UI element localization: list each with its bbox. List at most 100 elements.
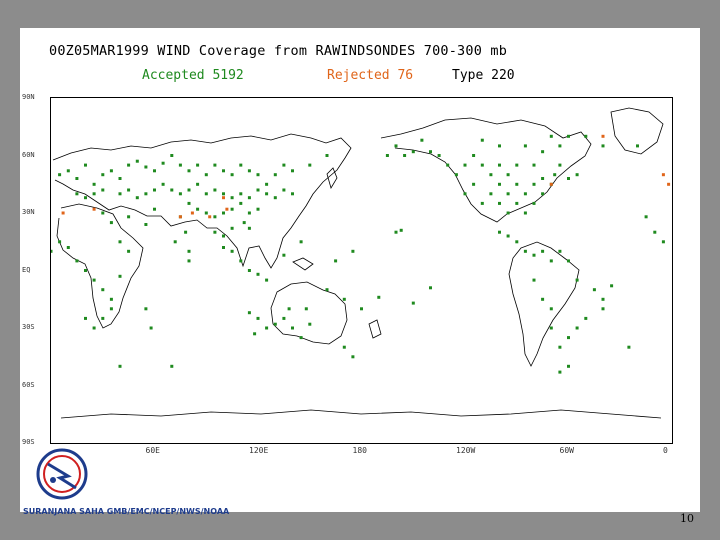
- accepted-station-marker: [127, 249, 131, 253]
- accepted-station-marker: [256, 188, 260, 192]
- accepted-station-marker: [541, 249, 545, 253]
- rejected-station-marker: [601, 134, 605, 138]
- accepted-station-marker: [592, 288, 596, 292]
- accepted-station-marker: [230, 226, 234, 230]
- accepted-station-marker: [222, 211, 225, 215]
- accepted-station-marker: [532, 163, 536, 167]
- accepted-station-marker: [101, 211, 105, 215]
- accepted-station-marker: [84, 316, 87, 320]
- accepted-station-marker: [549, 307, 553, 311]
- accepted-station-marker: [118, 177, 122, 180]
- accepted-station-marker: [92, 192, 96, 196]
- accepted-count: Accepted 5192: [142, 68, 244, 83]
- accepted-station-marker: [498, 182, 501, 186]
- accepted-station-marker: [101, 288, 105, 292]
- accepted-station-marker: [170, 154, 174, 157]
- accepted-station-marker: [196, 163, 200, 167]
- accepted-station-marker: [437, 154, 441, 157]
- accepted-station-marker: [109, 221, 113, 225]
- accepted-station-marker: [66, 169, 70, 173]
- accepted-station-marker: [127, 215, 131, 219]
- accepted-station-marker: [75, 192, 79, 196]
- accepted-station-marker: [239, 163, 243, 167]
- accepted-station-marker: [394, 144, 398, 148]
- accepted-station-marker: [273, 322, 277, 326]
- accepted-station-marker: [265, 182, 269, 186]
- accepted-station-marker: [213, 215, 217, 219]
- accepted-station-marker: [170, 364, 174, 368]
- accepted-station-marker: [601, 307, 605, 311]
- accepted-station-marker: [230, 196, 234, 200]
- accepted-station-marker: [204, 192, 208, 196]
- accepted-station-marker: [153, 169, 156, 173]
- rejected-station-marker: [549, 182, 553, 186]
- accepted-station-marker: [523, 249, 527, 253]
- accepted-station-marker: [523, 144, 527, 148]
- accepted-station-marker: [173, 240, 177, 244]
- accepted-station-marker: [58, 240, 62, 244]
- accepted-station-marker: [66, 246, 70, 249]
- accepted-station-marker: [187, 169, 191, 173]
- accepted-station-marker: [213, 230, 217, 234]
- accepted-station-marker: [127, 163, 131, 167]
- accepted-station-marker: [92, 326, 96, 330]
- accepted-station-marker: [247, 226, 251, 230]
- accepted-station-marker: [308, 322, 312, 326]
- accepted-station-marker: [291, 169, 294, 173]
- accepted-station-marker: [480, 138, 484, 142]
- accepted-station-marker: [149, 326, 153, 330]
- accepted-station-marker: [610, 284, 614, 288]
- accepted-station-marker: [84, 196, 87, 200]
- accepted-station-marker: [92, 182, 96, 186]
- accepted-station-marker: [558, 345, 562, 349]
- accepted-station-marker: [187, 249, 191, 253]
- accepted-station-marker: [489, 192, 493, 196]
- accepted-station-marker: [472, 182, 476, 186]
- accepted-station-marker: [118, 240, 122, 244]
- longitude-label: 120W: [456, 446, 476, 455]
- accepted-station-marker: [84, 163, 87, 167]
- accepted-station-marker: [109, 297, 113, 301]
- accepted-station-marker: [403, 154, 407, 157]
- accepted-station-marker: [84, 269, 87, 272]
- accepted-station-marker: [75, 177, 79, 180]
- accepted-station-marker: [256, 316, 260, 320]
- accepted-station-marker: [523, 211, 527, 215]
- coastlines: [52, 107, 664, 419]
- accepted-station-marker: [429, 150, 432, 154]
- accepted-station-marker: [118, 274, 122, 278]
- accepted-station-marker: [239, 201, 243, 205]
- accepted-station-marker: [178, 192, 182, 196]
- rejected-station-marker: [667, 182, 671, 186]
- accepted-station-marker: [498, 201, 501, 205]
- slide: 00Z05MAR1999 WIND Coverage from RAWINDSO…: [20, 28, 700, 516]
- accepted-station-marker: [515, 182, 519, 186]
- accepted-station-marker: [636, 144, 639, 148]
- accepted-station-marker: [549, 134, 553, 138]
- accepted-station-marker: [144, 223, 148, 226]
- latitude-label: 30N: [22, 208, 35, 216]
- latitude-label: 90S: [22, 438, 35, 446]
- accepted-station-marker: [213, 163, 217, 167]
- rejected-station-marker: [61, 211, 65, 215]
- rejected-observations: [61, 134, 671, 219]
- longitude-label: 120E: [249, 446, 269, 455]
- accepted-station-marker: [135, 196, 139, 200]
- accepted-observations: [49, 134, 665, 374]
- accepted-station-marker: [325, 288, 329, 292]
- accepted-station-marker: [273, 173, 277, 177]
- accepted-station-marker: [558, 163, 562, 167]
- accepted-station-marker: [411, 150, 415, 154]
- accepted-station-marker: [385, 154, 389, 157]
- accepted-station-marker: [222, 169, 225, 173]
- accepted-station-marker: [377, 295, 381, 299]
- accepted-station-marker: [304, 307, 308, 311]
- accepted-station-marker: [92, 278, 96, 282]
- accepted-station-marker: [287, 307, 291, 311]
- latitude-label: 30S: [22, 323, 35, 331]
- accepted-station-marker: [558, 249, 562, 253]
- accepted-station-marker: [351, 355, 355, 359]
- map-canvas: [49, 107, 671, 419]
- accepted-station-marker: [222, 234, 225, 238]
- accepted-station-marker: [101, 316, 105, 320]
